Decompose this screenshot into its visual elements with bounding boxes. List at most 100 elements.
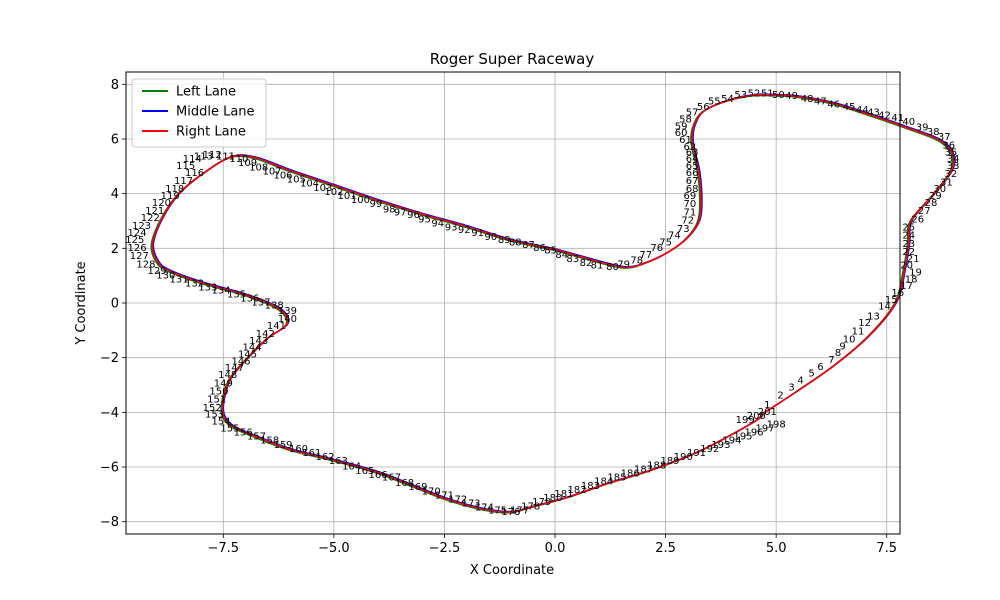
point-label: 159 <box>273 440 292 451</box>
point-label: 112 <box>203 150 222 161</box>
point-label: 177 <box>510 505 529 516</box>
point-label: 15 <box>885 295 898 306</box>
point-label: 135 <box>227 289 246 300</box>
point-label: 197 <box>756 423 775 434</box>
point-label: 61 <box>679 135 692 146</box>
point-label: 88 <box>509 238 522 249</box>
point-label: 100 <box>351 195 370 206</box>
point-label: 91 <box>471 228 484 239</box>
point-label: 44 <box>856 105 869 116</box>
point-label: 161 <box>302 448 321 459</box>
point-label: 34 <box>947 154 960 165</box>
point-label: 12 <box>858 318 871 329</box>
point-label: 97 <box>394 207 407 218</box>
point-label: 201 <box>758 407 777 418</box>
point-label: 199 <box>736 415 755 426</box>
point-label: 11 <box>852 326 865 337</box>
point-label: 62 <box>684 142 697 153</box>
point-label: 48 <box>801 94 814 105</box>
y-tick-label: −4 <box>100 406 119 421</box>
x-tick-label: 0.0 <box>545 541 566 556</box>
point-label: 121 <box>145 206 164 217</box>
point-label: 69 <box>684 191 697 202</box>
point-label: 94 <box>431 218 444 229</box>
point-label: 40 <box>902 117 915 128</box>
point-label: 23 <box>902 239 915 250</box>
point-label: 152 <box>203 403 222 414</box>
point-label: 162 <box>315 452 334 463</box>
point-label: 189 <box>660 456 679 467</box>
point-label: 89 <box>498 235 511 246</box>
point-label: 109 <box>238 158 257 169</box>
point-label: 1 <box>764 400 770 411</box>
point-label: 155 <box>220 423 239 434</box>
point-label: 51 <box>761 89 774 100</box>
point-label: 76 <box>650 243 663 254</box>
point-label: 70 <box>684 199 697 210</box>
point-label: 52 <box>748 89 761 100</box>
point-label: 125 <box>125 235 144 246</box>
point-label: 108 <box>249 162 268 173</box>
y-tick-label: 4 <box>111 187 119 202</box>
point-label: 146 <box>231 356 250 367</box>
point-label: 186 <box>621 469 640 480</box>
point-label: 170 <box>422 486 441 497</box>
point-label: 132 <box>185 279 204 290</box>
point-label: 43 <box>867 108 880 119</box>
point-label: 37 <box>938 132 951 143</box>
lane-line-left-lane <box>150 94 954 514</box>
point-label: 153 <box>205 410 224 421</box>
point-label: 78 <box>630 255 643 266</box>
point-label: 168 <box>395 478 414 489</box>
point-label: 79 <box>617 259 630 270</box>
point-label: 77 <box>639 250 652 261</box>
grid <box>126 72 900 534</box>
point-label: 140 <box>278 314 297 325</box>
point-label: 192 <box>700 444 719 455</box>
point-label: 96 <box>407 210 420 221</box>
point-label: 117 <box>174 176 193 187</box>
point-label: 188 <box>647 460 666 471</box>
point-label: 27 <box>918 206 931 217</box>
point-label: 183 <box>581 481 600 492</box>
point-label: 118 <box>165 184 184 195</box>
point-label: 21 <box>907 254 920 265</box>
point-label: 26 <box>911 214 924 225</box>
point-label: 122 <box>141 213 160 224</box>
point-label: 103 <box>313 183 332 194</box>
point-label: 30 <box>933 184 946 195</box>
point-label: 166 <box>369 470 388 481</box>
point-label: 174 <box>475 503 494 514</box>
point-label: 191 <box>687 448 706 459</box>
point-label: 156 <box>234 428 253 439</box>
y-tick-label: −6 <box>100 461 119 476</box>
point-label: 180 <box>543 493 562 504</box>
point-label: 130 <box>156 270 175 281</box>
point-label: 58 <box>679 115 692 126</box>
chart-title: Roger Super Raceway <box>430 50 595 68</box>
point-label: 147 <box>225 363 244 374</box>
point-label: 185 <box>607 473 626 484</box>
lane-line-middle-lane <box>152 93 956 513</box>
point-label: 104 <box>300 179 319 190</box>
point-label: 131 <box>170 274 189 285</box>
x-tick-label: 7.5 <box>876 541 897 556</box>
point-label: 46 <box>827 99 840 110</box>
point-label: 150 <box>209 387 228 398</box>
point-label: 57 <box>686 108 699 119</box>
legend-label: Left Lane <box>176 85 236 100</box>
point-label: 81 <box>591 261 604 272</box>
legend-label: Middle Lane <box>176 105 255 120</box>
point-label: 127 <box>130 251 149 262</box>
point-label: 142 <box>256 329 275 340</box>
point-label: 6 <box>817 362 823 373</box>
point-label: 14 <box>878 302 891 313</box>
point-label: 86 <box>533 243 546 254</box>
point-label: 35 <box>945 147 958 158</box>
point-label: 115 <box>176 161 195 172</box>
point-label: 31 <box>940 177 953 188</box>
point-label: 165 <box>355 466 374 477</box>
point-label: 149 <box>214 378 233 389</box>
point-label: 60 <box>675 128 688 139</box>
